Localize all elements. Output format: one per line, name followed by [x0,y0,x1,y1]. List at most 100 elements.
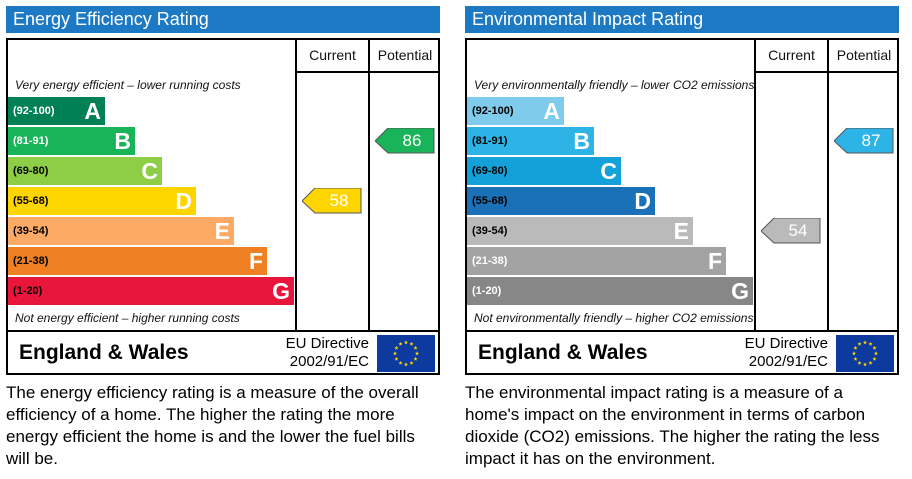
energy-efficiency-panel: Energy Efficiency Rating Current Potenti… [6,6,441,474]
rating-band-g: (1-20) G [467,277,753,305]
band-range-label: (21-38) [472,255,508,267]
potential-rating-indicator: 87 [834,128,894,154]
flag-star [398,341,403,346]
flag-star [414,351,420,356]
current-rating-indicator-arrow [302,188,362,214]
band-range-label: (39-54) [13,225,49,237]
eu-directive: EU Directive 2002/91/EC [745,335,828,371]
flag-star [868,360,873,365]
band-range-label: (92-100) [13,105,55,117]
band-range-label: (55-68) [13,195,49,207]
rating-band-e: (39-54) E [8,217,234,245]
region-label: England & Wales [19,341,189,364]
band-range-label: (1-20) [472,285,502,297]
flag-star [853,356,858,361]
header-divider [297,71,438,73]
directive-number: 2002/91/EC [289,353,369,370]
scale-note-bottom: Not environmentally friendly – higher CO… [474,311,754,325]
band-letter: D [634,188,651,214]
band-range-label: (69-80) [472,165,508,177]
band-letter: D [175,188,192,214]
rating-band-e: (39-54) E [467,217,693,245]
band-range-label: (69-80) [13,165,49,177]
divider [368,40,370,330]
band-letter: A [84,98,101,124]
band-letter: E [214,218,230,244]
flag-star [403,362,409,367]
footer: England & Wales EU Directive 2002/91/EC [6,330,440,375]
rating-band-c: (69-80) C [8,157,162,185]
flag-star [413,345,418,350]
current-rating-indicator-value: 54 [788,221,808,240]
panel-description: The energy efficiency rating is a measur… [6,383,419,468]
scale-note-top: Very environmentally friendly – lower CO… [474,78,755,92]
current-rating-indicator-arrow [761,218,821,244]
flag-star [851,351,857,356]
flag-star [392,351,398,356]
current-rating-indicator: 54 [761,218,821,244]
flag-star [862,340,868,345]
band-letter: F [248,248,263,274]
potential-rating-indicator-value: 87 [861,131,881,150]
current-rating-indicator-value: 58 [329,191,349,210]
rating-band-b: (81-91) B [8,127,135,155]
eu-flag-icon [836,335,894,372]
band-letter: B [573,128,590,154]
rating-band-f: (21-38) F [467,247,726,275]
flag-star [413,356,418,361]
band-range-label: (1-20) [13,285,43,297]
potential-rating-indicator-arrow [375,128,435,154]
divider [827,40,829,330]
rating-band-c: (69-80) C [467,157,621,185]
band-range-label: (39-54) [472,225,508,237]
flag-star [394,345,399,350]
panel-title: Energy Efficiency Rating [6,6,440,33]
divider [754,40,756,330]
flag-star [873,351,879,356]
eu-directive: EU Directive 2002/91/EC [286,335,369,371]
band-range-label: (81-91) [472,135,508,147]
scale-note-bottom: Not energy efficient – higher running co… [15,311,240,325]
directive-line: EU Directive [285,335,369,352]
footer: England & Wales EU Directive 2002/91/EC [465,330,899,375]
panel-description: The environmental impact rating is a mea… [465,383,880,468]
band-letter: C [141,158,158,184]
flag-star [857,341,862,346]
band-range-label: (81-91) [13,135,49,147]
potential-rating-indicator-value: 86 [402,131,422,150]
column-header-potential: Potential [377,47,433,63]
current-rating-indicator: 58 [302,188,362,214]
flag-star [394,356,399,361]
flag-star [862,362,868,367]
band-range-label: (21-38) [13,255,49,267]
scale-note-top: Very energy efficient – lower running co… [15,78,241,92]
band-range-label: (55-68) [472,195,508,207]
rating-chart: Current Potential Very energy efficient … [6,38,440,332]
rating-band-d: (55-68) D [467,187,655,215]
divider [295,40,297,330]
panel-title: Environmental Impact Rating [465,6,899,33]
rating-band-g: (1-20) G [8,277,294,305]
potential-rating-indicator: 86 [375,128,435,154]
rating-band-d: (55-68) D [8,187,196,215]
column-header-current: Current [768,47,815,63]
directive-line: EU Directive [744,335,828,352]
region-label: England & Wales [478,341,648,364]
column-header-current: Current [309,47,356,63]
band-letter: E [673,218,689,244]
band-letter: F [707,248,722,274]
rating-band-f: (21-38) F [8,247,267,275]
flag-star [409,360,414,365]
flag-star [857,360,862,365]
flag-star [403,340,409,345]
flag-star [398,360,403,365]
rating-band-a: (92-100) A [8,97,105,125]
directive-number: 2002/91/EC [748,353,828,370]
flag-star [868,341,873,346]
band-range-label: (92-100) [472,105,514,117]
band-letter: B [114,128,131,154]
rating-chart: Current Potential Very environmentally f… [465,38,899,332]
header-divider [756,71,897,73]
flag-star [853,345,858,350]
band-letter: G [731,278,749,304]
